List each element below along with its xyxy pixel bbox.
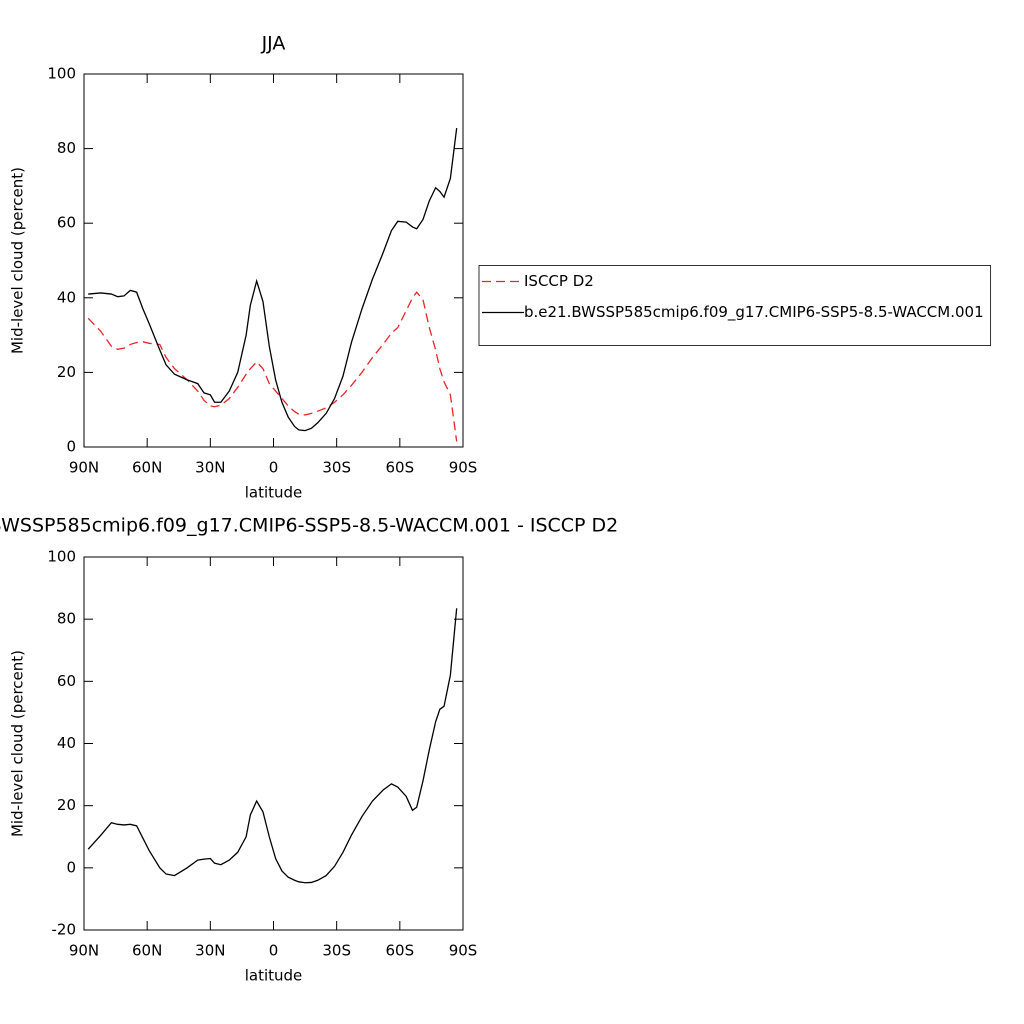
legend: ISCCP D2 b.e21.BWSSP585cmip6.f09_g17.CMIP… <box>478 265 992 346</box>
y-tick-label: 20 <box>57 363 76 381</box>
y-tick-label: 80 <box>57 610 76 628</box>
x-tick-label: 30N <box>195 942 225 960</box>
y-axis-label: Mid-level cloud (percent) <box>9 650 27 837</box>
x-tick-label: 0 <box>269 942 279 960</box>
x-tick-label: 60S <box>386 459 415 477</box>
plot-frame <box>83 73 464 448</box>
y-tick-label: 0 <box>66 858 76 876</box>
y-tick-label: 20 <box>57 796 76 814</box>
legend-box <box>478 265 992 346</box>
x-tick-label: 90S <box>449 459 478 477</box>
y-tick-label: 80 <box>57 139 76 157</box>
x-tick-label: 90S <box>449 942 478 960</box>
x-tick-label: 60S <box>386 942 415 960</box>
x-tick-label: 30N <box>195 459 225 477</box>
x-axis-label: latitude <box>245 967 303 985</box>
x-tick-label: 30S <box>322 459 351 477</box>
y-tick-label: 40 <box>57 288 76 306</box>
x-tick-label: 60N <box>132 459 162 477</box>
x-tick-label: 30S <box>322 942 351 960</box>
data-line <box>88 127 458 432</box>
y-axis-label: Mid-level cloud (percent) <box>9 167 27 354</box>
legend-label: ISCCP D2 <box>524 272 594 290</box>
y-tick-label: 100 <box>47 65 76 83</box>
x-tick-label: 60N <box>132 942 162 960</box>
plot-frame <box>83 556 464 931</box>
data-line <box>87 608 458 884</box>
x-tick-label: 90N <box>69 459 99 477</box>
x-tick-label: 90N <box>69 942 99 960</box>
x-axis-label: latitude <box>245 484 303 502</box>
y-tick-label: 40 <box>57 734 76 752</box>
y-tick-label: -20 <box>52 921 77 939</box>
data-line <box>87 291 458 442</box>
y-tick-label: 100 <box>47 548 76 566</box>
y-tick-label: 60 <box>57 214 76 232</box>
chart-title: b.e21.BWSSP585cmip6.f09_g17.CMIP6-SSP5-8… <box>0 515 618 537</box>
x-tick-label: 0 <box>269 459 279 477</box>
legend-label: b.e21.BWSSP585cmip6.f09_g17.CMIP6-SSP5-8… <box>524 303 984 322</box>
y-tick-label: 0 <box>66 438 76 456</box>
chart-title: JJA <box>261 33 286 55</box>
y-tick-label: 60 <box>57 672 76 690</box>
